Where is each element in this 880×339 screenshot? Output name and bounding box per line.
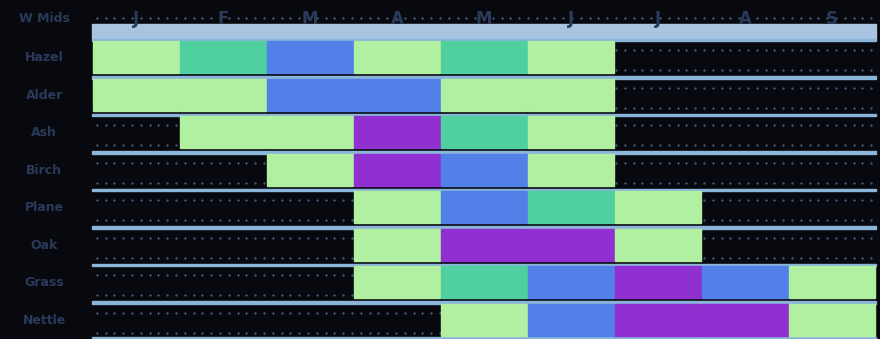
Bar (268, 116, 353, 148)
Bar (615, 266, 700, 299)
Text: Plane: Plane (25, 201, 64, 214)
Text: A: A (391, 10, 403, 28)
Bar (615, 229, 700, 261)
Bar (442, 229, 526, 261)
Text: Birch: Birch (26, 164, 62, 177)
Bar (528, 304, 613, 336)
Bar (528, 79, 613, 111)
Bar (180, 116, 266, 148)
Bar (180, 79, 266, 111)
Bar (528, 41, 613, 74)
Bar (442, 154, 526, 186)
Bar (702, 304, 788, 336)
Text: A: A (738, 10, 752, 28)
Bar (528, 116, 613, 148)
Text: M: M (476, 10, 492, 28)
Bar (92, 226, 876, 229)
Bar (268, 41, 353, 74)
Text: J: J (655, 10, 661, 28)
Bar (442, 116, 526, 148)
Text: M: M (302, 10, 319, 28)
Bar (789, 266, 875, 299)
Bar (92, 39, 876, 41)
Bar (442, 266, 526, 299)
Text: Alder: Alder (26, 89, 63, 102)
Bar (92, 77, 876, 79)
Text: J: J (133, 10, 139, 28)
Bar (92, 189, 876, 191)
Bar (528, 266, 613, 299)
Bar (180, 41, 266, 74)
Bar (92, 337, 876, 339)
Bar (528, 229, 613, 261)
Bar (442, 191, 526, 223)
Bar (93, 79, 179, 111)
Bar (92, 264, 876, 266)
Bar (442, 41, 526, 74)
Bar (92, 24, 876, 39)
Text: Grass: Grass (25, 276, 64, 289)
Bar (442, 304, 526, 336)
Bar (355, 116, 440, 148)
Bar (268, 154, 353, 186)
Bar (528, 154, 613, 186)
Bar (92, 152, 876, 154)
Bar (355, 154, 440, 186)
Text: Ash: Ash (32, 126, 57, 139)
Bar (92, 114, 876, 116)
Bar (268, 79, 353, 111)
Bar (615, 304, 700, 336)
Bar (92, 301, 876, 304)
Bar (355, 41, 440, 74)
Bar (355, 229, 440, 261)
Bar (615, 191, 700, 223)
Text: S: S (826, 10, 838, 28)
Bar (789, 304, 875, 336)
Text: F: F (217, 10, 229, 28)
Bar (355, 79, 440, 111)
Text: J: J (568, 10, 574, 28)
Bar (528, 191, 613, 223)
Text: Hazel: Hazel (25, 51, 63, 64)
Bar (702, 266, 788, 299)
Bar (355, 266, 440, 299)
Bar (442, 79, 526, 111)
Bar (355, 191, 440, 223)
Text: Oak: Oak (31, 239, 58, 252)
Text: Nettle: Nettle (23, 314, 66, 327)
Bar (93, 41, 179, 74)
Text: W Mids: W Mids (18, 12, 70, 25)
